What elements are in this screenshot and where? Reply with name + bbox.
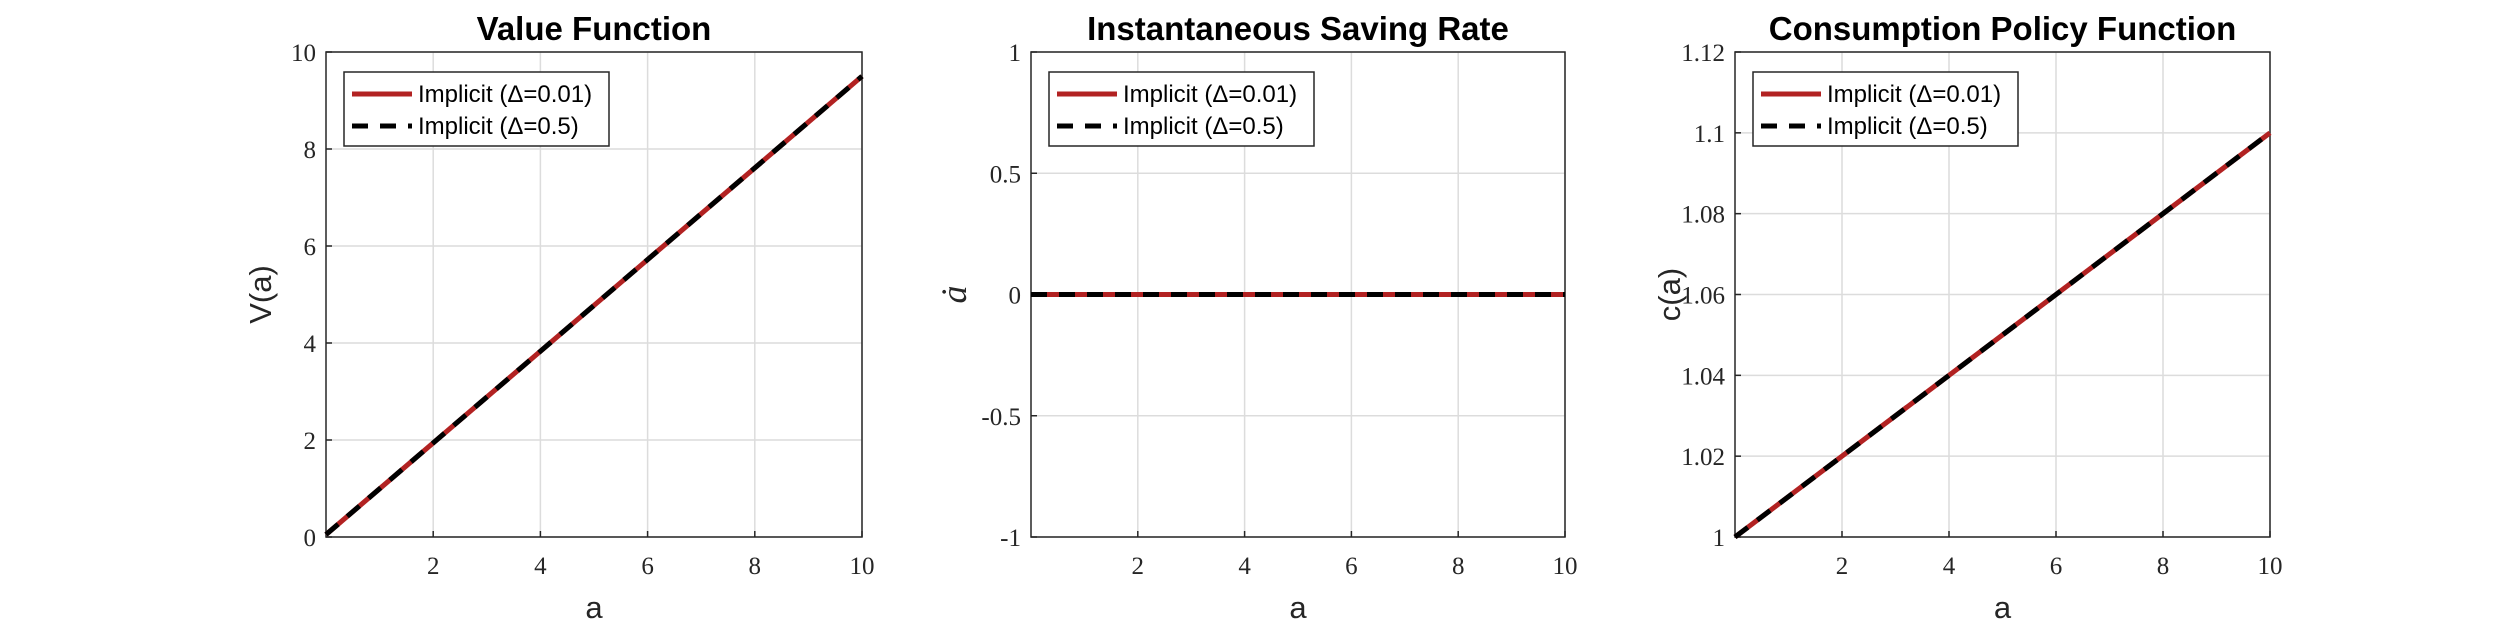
- chart-3: 2 4 6 8 10 1 1.02 1.04 1.06 1.08 1.1 1.12 Consumptio…: [1652, 10, 2283, 625]
- x-tick-label: 2: [1132, 553, 1145, 580]
- series-line-2: [324, 74, 864, 537]
- y-tick-label: 0.5: [990, 161, 1021, 188]
- chart-2: 2 4 6 8 10 -1 -0.5 0 0.5 1 Instantaneous Saving Ra…: [934, 10, 1578, 625]
- x-tick-label: 4: [1238, 553, 1251, 580]
- x-tick-label: 8: [1452, 553, 1465, 580]
- y-tick-label: 6: [304, 234, 317, 261]
- legend-box: [1752, 71, 2019, 147]
- y-tick-label: 1.08: [1681, 202, 1725, 229]
- chart-title: Value Function: [477, 10, 712, 47]
- x-tick-label: 4: [534, 553, 547, 580]
- legend: Implicit (Δ=0.01) Implicit (Δ=0.5): [1752, 71, 2019, 147]
- y-tick-label: 10: [291, 40, 316, 67]
- y-tick-label: -1: [1000, 525, 1021, 552]
- x-tick-label: 10: [1553, 553, 1578, 580]
- legend-box: [343, 71, 610, 147]
- x-tick-label: 8: [2157, 553, 2170, 580]
- y-axis-label: ȧ: [934, 286, 974, 304]
- y-tick-label: -0.5: [981, 404, 1021, 431]
- y-tick-label: 0: [1009, 283, 1022, 310]
- y-tick-label: 8: [304, 137, 317, 164]
- x-tick-label: 2: [1836, 553, 1849, 580]
- y-axis-label: c(a): [1652, 268, 1687, 321]
- y-tick-label: 0: [304, 525, 317, 552]
- x-tick-label: 4: [1943, 553, 1956, 580]
- chart-title: Instantaneous Saving Rate: [1087, 10, 1509, 47]
- legend-label-1: Implicit (Δ=0.01): [418, 81, 592, 108]
- series-line-1: [1733, 130, 2272, 539]
- axes-box: [325, 51, 863, 538]
- y-tick-label: 4: [304, 331, 317, 358]
- x-axis-label: a: [585, 590, 603, 625]
- y-tick-label: 1.04: [1681, 363, 1725, 390]
- y-tick-label: 1.02: [1681, 444, 1725, 471]
- x-axis-label: a: [1994, 590, 2012, 625]
- legend: Implicit (Δ=0.01) Implicit (Δ=0.5): [1048, 71, 1315, 147]
- legend-label-2: Implicit (Δ=0.5): [418, 113, 579, 140]
- legend-box: [1048, 71, 1315, 147]
- legend-label-1: Implicit (Δ=0.01): [1123, 81, 1297, 108]
- x-tick-label: 8: [749, 553, 762, 580]
- x-tick-label: 2: [427, 553, 440, 580]
- chart-title: Consumption Policy Function: [1769, 10, 2236, 47]
- y-tick-label: 2: [304, 428, 317, 455]
- y-axis-label: V(a): [243, 265, 278, 324]
- y-tick-label: 1: [1713, 525, 1726, 552]
- y-tick-label: 1.1: [1694, 121, 1725, 148]
- legend-label-1: Implicit (Δ=0.01): [1827, 81, 2001, 108]
- x-axis-label: a: [1289, 590, 1307, 625]
- x-tick-label: 10: [2258, 553, 2283, 580]
- chart-1: 2 4 6 8 10 0 2 4 6 8 10 Value Function a V(a) Implicit…: [243, 10, 875, 625]
- x-tick-label: 6: [641, 553, 654, 580]
- y-tick-label: 1: [1009, 40, 1022, 67]
- x-tick-label: 10: [850, 553, 875, 580]
- x-tick-label: 6: [1345, 553, 1358, 580]
- legend: Implicit (Δ=0.01) Implicit (Δ=0.5): [343, 71, 610, 147]
- legend-label-2: Implicit (Δ=0.5): [1123, 113, 1284, 140]
- y-tick-label: 1.06: [1681, 283, 1725, 310]
- y-tick-label: 1.12: [1681, 40, 1725, 67]
- x-tick-label: 6: [2050, 553, 2063, 580]
- legend-label-2: Implicit (Δ=0.5): [1827, 113, 1988, 140]
